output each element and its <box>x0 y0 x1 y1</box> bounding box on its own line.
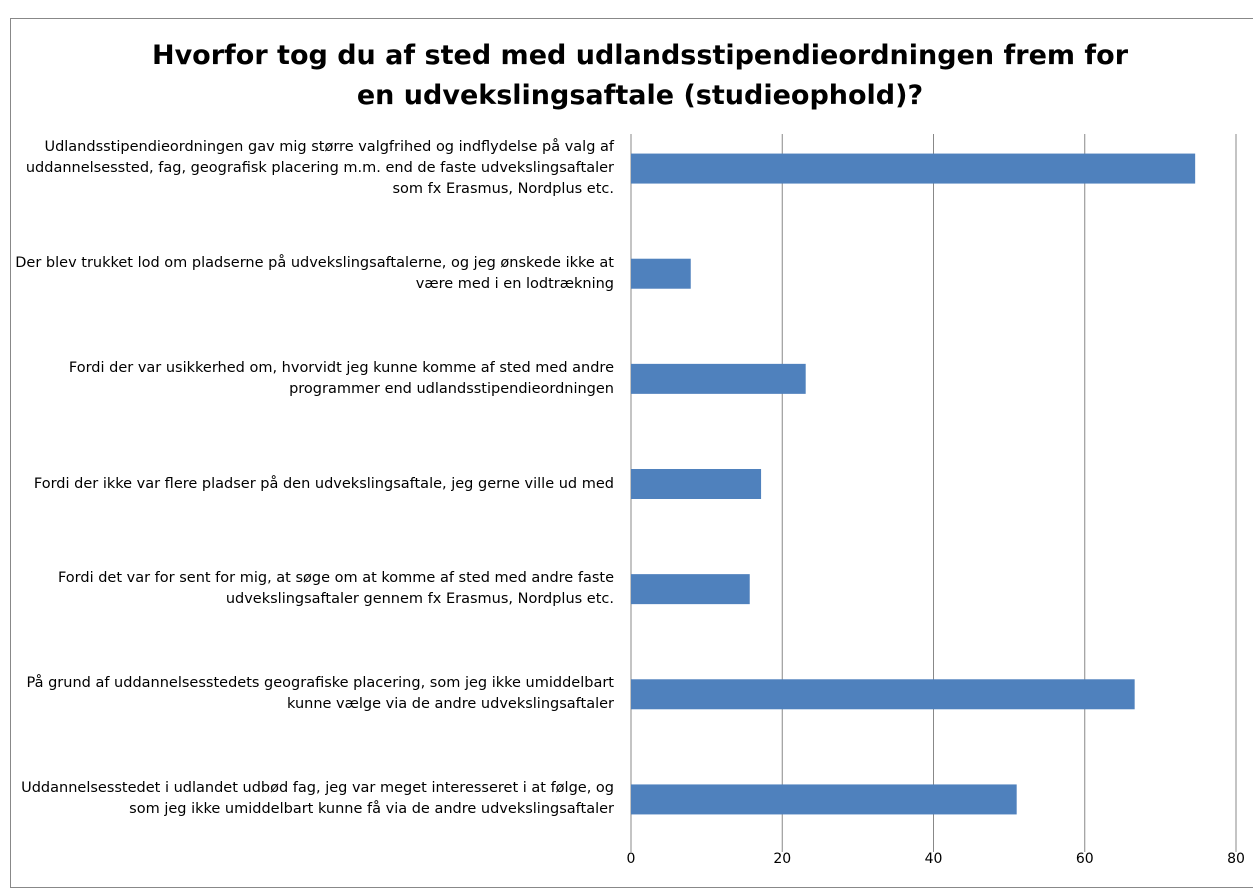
y-tick-label: Fordi der ikke var flere pladser på den … <box>33 475 614 492</box>
x-tick-label: 20 <box>773 851 791 867</box>
y-tick-label: Der blev trukket lod om pladserne på udv… <box>15 254 614 292</box>
y-tick-label: På grund af uddannelsesstedets geografis… <box>26 675 614 713</box>
y-tick-label: Udlandsstipendieordningen gav mig større… <box>25 139 614 198</box>
y-tick-label: Fordi det var for sent for mig, at søge … <box>57 570 614 608</box>
bar <box>631 679 1135 710</box>
bar <box>631 258 691 289</box>
bar <box>631 784 1017 815</box>
chart-title: Hvorfor tog du af sted med udlandsstipen… <box>151 40 1129 111</box>
x-tick-label: 0 <box>627 851 636 867</box>
x-tick-label: 80 <box>1227 851 1245 867</box>
x-tick-label: 40 <box>925 851 943 867</box>
bar <box>631 574 750 605</box>
chart: 0 20 40 60 80 <box>627 134 1245 867</box>
y-tick-label: Fordi der var usikkerhed om, hvorvidt je… <box>68 359 614 397</box>
page: Hvorfor tog du af sted med udlandsstipen… <box>10 18 1253 888</box>
x-tick-label: 60 <box>1076 851 1094 867</box>
bar <box>631 469 762 499</box>
y-tick-label: Uddannelsesstedet i udlandet udbød fag, … <box>21 780 614 818</box>
bar <box>631 363 806 394</box>
bar <box>631 153 1196 184</box>
